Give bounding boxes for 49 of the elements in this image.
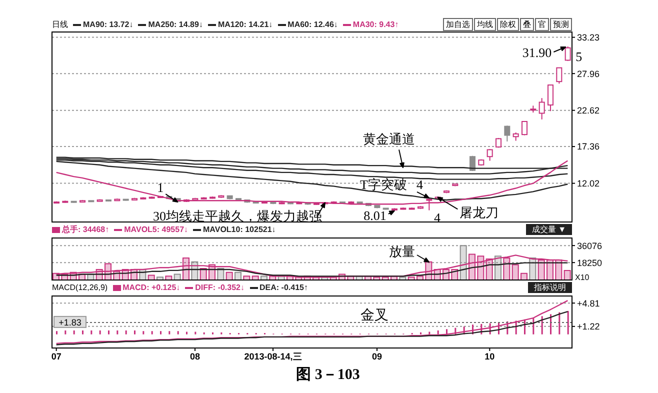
legend-label: DIFF: -0.352↓	[194, 283, 244, 292]
annotation: 4	[434, 210, 441, 225]
annotation: 1	[157, 180, 164, 196]
legend-title: MACD(12,26,9)	[52, 283, 108, 292]
x-tick-label: 10	[484, 351, 495, 362]
y-tick-label: +4.81	[577, 298, 600, 308]
text: 加自选	[443, 18, 473, 31]
x-tick-label: 2013-08-14,三	[244, 351, 302, 362]
legend-label: MA120: 14.21↓	[216, 19, 273, 30]
text: 均线	[474, 18, 496, 31]
legend-label: 总手: 34468↑	[60, 224, 110, 235]
text: 叠	[520, 18, 534, 31]
y-tick-label: +1.22	[577, 322, 600, 332]
legend-label: MA90: 13.72↓	[82, 19, 134, 30]
annotation: T字突破	[360, 176, 407, 192]
legend-label: MA250: 14.89↓	[147, 19, 203, 30]
annotation: 屠龙刀	[460, 205, 499, 220]
legend-label: MA60: 12.46↓	[286, 19, 338, 30]
y-tick-label: 22.62	[577, 106, 600, 116]
annotation: 8.01	[364, 208, 386, 223]
chart-subtitle: 日线	[52, 19, 68, 30]
x-tick-label: 09	[372, 351, 382, 362]
annotation: 31.90	[522, 45, 552, 60]
y-tick-label: 36076	[577, 240, 602, 251]
x-tick-label: 08	[190, 351, 200, 362]
text: 官	[535, 18, 549, 31]
y-tick-label: 17.36	[577, 142, 600, 152]
x-tick-label: 07	[51, 351, 62, 362]
legend-label: DEA: -0.415↑	[258, 283, 308, 292]
text: 预测	[550, 18, 572, 31]
y-axis-title: X10	[575, 273, 590, 282]
legend-label: MA30: 9.43↑	[352, 19, 399, 30]
ref-line-label: +1.83	[58, 317, 82, 328]
legend-label: MAVOL10: 102521↓	[202, 224, 276, 235]
text: 5	[576, 49, 582, 64]
text: 指标说明	[528, 282, 572, 293]
y-tick-label: 18250	[577, 258, 602, 268]
y-tick-label: 27.96	[577, 68, 600, 79]
annotation: 4	[416, 176, 424, 192]
y-tick-label: 12.02	[577, 178, 600, 189]
text: 成交量 ▼	[526, 224, 572, 235]
legend-label: MAVOL5: 49557↓	[123, 224, 188, 235]
annotation: 黄金通道	[363, 132, 415, 147]
annotation: 金叉	[360, 307, 388, 324]
legend-label: MACD: +0.125↓	[122, 283, 180, 292]
y-tick-label: 33.23	[577, 32, 600, 42]
annotation: 放量	[389, 244, 415, 259]
text: 除权	[497, 18, 519, 31]
caption: 图 3－103	[295, 366, 361, 384]
